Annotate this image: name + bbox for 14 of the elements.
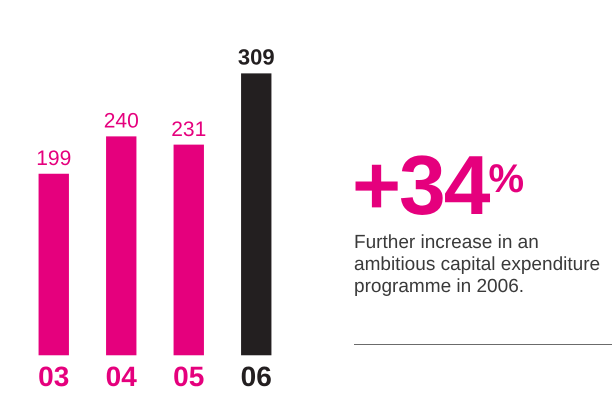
text: Further increase in an ambitious capital expenditure programme in 2006. (354, 232, 602, 298)
x-tick-label: 04 (106, 360, 138, 392)
text: +34$^{%}$ (352, 138, 522, 232)
data-label: 240 (104, 110, 139, 133)
data-label: 231 (171, 118, 206, 141)
data-label: 199 (36, 147, 72, 170)
bar (241, 73, 272, 356)
bar (174, 144, 204, 356)
x-tick-label: 06 (240, 360, 272, 392)
x-tick-label: 05 (173, 360, 204, 392)
bar (38, 174, 69, 356)
data-label: 309 (238, 44, 275, 70)
bar (106, 136, 136, 356)
x-tick-label: 03 (38, 360, 70, 392)
